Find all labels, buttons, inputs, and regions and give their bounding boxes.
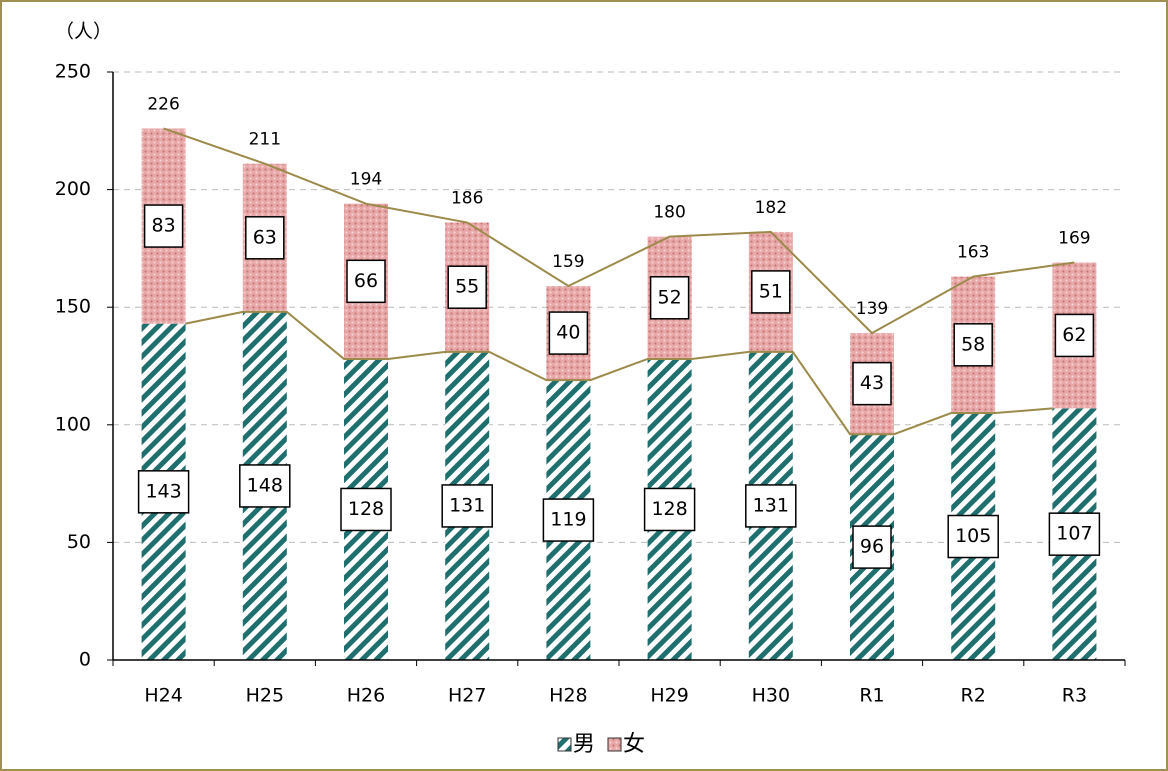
- value-label: 96: [860, 536, 884, 558]
- value-label-box: [751, 270, 791, 314]
- total-label: 139: [856, 299, 888, 319]
- value-label: 119: [550, 509, 586, 531]
- legend-label: 男: [573, 732, 595, 757]
- y-tick-label: 250: [55, 61, 91, 83]
- y-tick-label: 200: [55, 178, 91, 200]
- value-label-box: [346, 259, 386, 304]
- legend-swatch: [607, 737, 622, 752]
- x-tick-label: H28: [549, 685, 587, 707]
- value-label: 128: [651, 498, 687, 520]
- value-label: 62: [1062, 324, 1086, 346]
- value-label: 131: [449, 494, 485, 516]
- x-tick-label: H26: [347, 685, 385, 707]
- value-label-box: [137, 470, 190, 514]
- value-label-box: [447, 265, 487, 309]
- total-label: 186: [451, 189, 483, 209]
- value-label-box: [245, 216, 285, 260]
- value-label: 40: [556, 322, 580, 344]
- value-label: 63: [253, 226, 277, 248]
- x-tick-label: H29: [650, 685, 688, 707]
- legend-label: 女: [623, 732, 645, 757]
- value-label-box: [745, 484, 797, 528]
- value-label-box: [548, 311, 589, 355]
- value-label: 131: [753, 494, 789, 516]
- total-label: 163: [957, 243, 989, 263]
- value-label: 128: [348, 498, 384, 520]
- value-label-box: [852, 361, 892, 406]
- x-tick-label: H25: [246, 685, 284, 707]
- total-label: 194: [350, 170, 382, 190]
- value-label: 66: [354, 270, 378, 292]
- y-tick-label: 100: [55, 413, 91, 435]
- value-label-box: [953, 323, 993, 367]
- value-label: 51: [759, 280, 783, 302]
- total-line: [163, 127, 1075, 335]
- y-tick-label: 0: [79, 649, 91, 671]
- y-tick-label: 150: [55, 296, 91, 318]
- value-label-box: [441, 484, 493, 528]
- value-label-box: [1048, 512, 1101, 556]
- total-label: 169: [1058, 229, 1090, 249]
- x-tick-label: H30: [752, 685, 790, 707]
- total-label: 159: [552, 252, 584, 272]
- x-tick-label: H24: [144, 685, 182, 707]
- value-label: 107: [1056, 523, 1092, 545]
- total-label: 226: [147, 94, 179, 114]
- y-axis-label: （人）: [55, 21, 112, 43]
- value-label-box: [239, 464, 291, 508]
- value-label-box: [649, 276, 690, 320]
- value-label: 148: [247, 474, 283, 496]
- x-tick-label: R3: [1062, 685, 1087, 707]
- value-label-box: [1054, 313, 1095, 358]
- x-tick-label: H27: [448, 685, 486, 707]
- x-tick-label: R2: [961, 685, 986, 707]
- value-label-box: [340, 487, 392, 532]
- y-tick-label: 50: [67, 531, 91, 553]
- value-label-box: [542, 498, 595, 542]
- value-label: 58: [961, 333, 985, 355]
- connector-line: [185, 310, 1053, 436]
- value-label-box: [643, 487, 696, 532]
- value-label: 143: [145, 480, 181, 502]
- x-tick-label: R1: [859, 685, 884, 707]
- total-label: 180: [653, 203, 685, 223]
- value-label: 83: [152, 215, 176, 237]
- total-label: 211: [249, 130, 281, 150]
- value-label: 43: [860, 372, 884, 394]
- value-label: 55: [455, 276, 479, 298]
- value-label-box: [143, 204, 184, 248]
- value-label: 105: [955, 525, 991, 547]
- value-label: 52: [658, 286, 682, 308]
- total-label: 182: [755, 198, 787, 218]
- legend-swatch: [557, 737, 572, 752]
- value-label-box: [947, 514, 999, 559]
- value-label-box: [852, 525, 892, 569]
